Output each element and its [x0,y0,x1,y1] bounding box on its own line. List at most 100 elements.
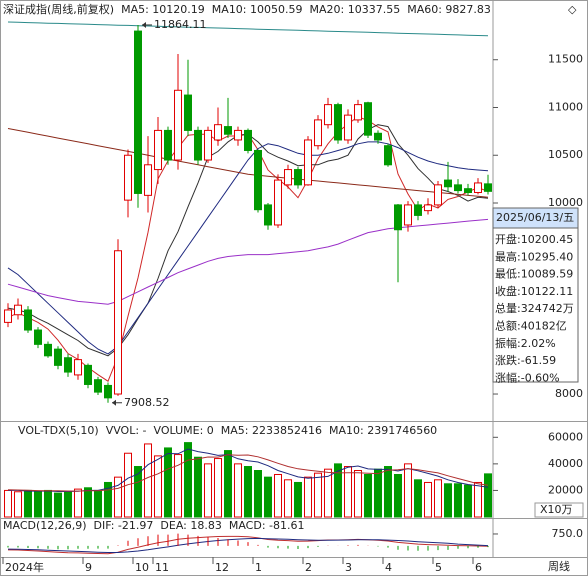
candle-body [104,384,112,399]
candle-body [344,114,352,141]
y-tick-label: 750.0 [552,527,584,540]
candle-body [34,329,42,345]
candle-body [144,164,152,196]
info-value: 10122.11 [521,285,574,298]
info-label: 收盘: [495,284,521,298]
volume-bar [94,489,102,518]
candle-body [14,304,22,316]
candle-body [194,129,202,161]
candle-body [94,379,102,393]
y-tick-label: 20000 [548,483,583,496]
info-value: 2.02% [521,337,556,350]
info-label: 涨幅: [495,371,521,384]
candle-body [274,179,282,226]
volume-bar [414,479,422,518]
volume-bar [154,455,162,518]
candle-body [234,129,242,141]
x-tick-label: 4 [385,561,392,574]
candle-body [134,30,142,194]
y-tick-label: 11000 [548,100,583,113]
candle-body [44,343,52,357]
volume-bar [74,488,82,518]
candle-body [414,204,422,216]
legend-label: MA60: 9827.83 [407,3,491,16]
volume-bar [424,481,432,518]
x-tick-label: 11 [155,561,169,574]
legend-label: MA10: 10050.59 [212,3,303,16]
candle-body [424,204,432,212]
legend-label: VVOL: - [106,424,147,437]
volume-bar [444,483,452,518]
volume-bar [394,473,402,518]
x-tick-label: 1 [255,561,262,574]
y-unit: X10万 [540,503,573,516]
annotation-label: 7908.52 [124,396,170,409]
legend-label: MA5: 2233852416 [221,424,322,437]
candle-body [454,184,462,192]
legend-label: MA10: 2391746560 [329,424,437,437]
candle-body [74,359,82,376]
candle-body [64,357,72,373]
settings-icon[interactable]: ◇ [568,3,577,16]
volume-bar [374,468,382,518]
candle-body [294,169,302,186]
volume-bar [324,468,332,518]
volume-bar [244,466,252,518]
volume-bar [114,476,122,518]
volume-bar [204,463,212,518]
annotation-label: 11864.11 [154,18,207,31]
candle-body [284,169,292,186]
annotation-arrowhead [142,21,146,28]
volume-bar [4,489,12,518]
ma-line [7,535,489,555]
y-tick-label: 60000 [548,430,583,443]
volume-bar [54,492,62,518]
candle-body [4,309,12,323]
candle-body [394,204,402,231]
volume-bar [194,456,202,518]
info-date: 2025/06/13/五 [496,211,574,224]
legend-label: MA5: 10120.19 [121,3,205,16]
candle-body [244,129,252,151]
info-label: 总额: [495,319,521,333]
volume-bar [254,470,262,518]
volume-bar [174,454,182,518]
volume-bar [24,489,32,518]
ma-line [7,454,489,492]
info-label: 开盘: [495,232,521,246]
volume-bar [274,473,282,518]
info-label: 振幅: [495,336,521,350]
volume-bar [344,466,352,518]
x-tick-label: 5 [435,561,442,574]
volume-bar [84,487,92,518]
y-tick-label: 10500 [548,148,583,161]
candle-body [444,179,452,188]
volume-bar [464,484,472,518]
candle-body [384,145,392,166]
volume-bar [34,491,42,518]
volume-bar [354,470,362,518]
volume-bar [434,479,442,518]
volume-bar [314,472,322,518]
y-tick-label: 11500 [548,53,583,66]
volume-bar [14,491,22,518]
volume-bar [214,458,222,518]
x-tick-label: 6 [475,561,482,574]
info-value: -61.59 [521,354,556,367]
candle-body [324,104,332,126]
volume-bar [404,463,412,518]
info-row: 最低:10089.59 [495,268,573,281]
info-row: 涨幅:-0.60% [495,371,560,384]
volume-bar [484,473,492,518]
candle-body [434,184,442,206]
info-label: 最高: [495,249,521,263]
volume-bar [384,466,392,518]
legend-label: MA20: 10337.55 [310,3,401,16]
legend-label: DEA: 18.83 [160,519,221,532]
candle-body [304,139,312,186]
x-tick-label: 2024年 [5,560,44,574]
ma-line [7,218,489,305]
y-tick-label: 8000 [555,387,583,400]
x-tick-label: 12 [215,561,229,574]
